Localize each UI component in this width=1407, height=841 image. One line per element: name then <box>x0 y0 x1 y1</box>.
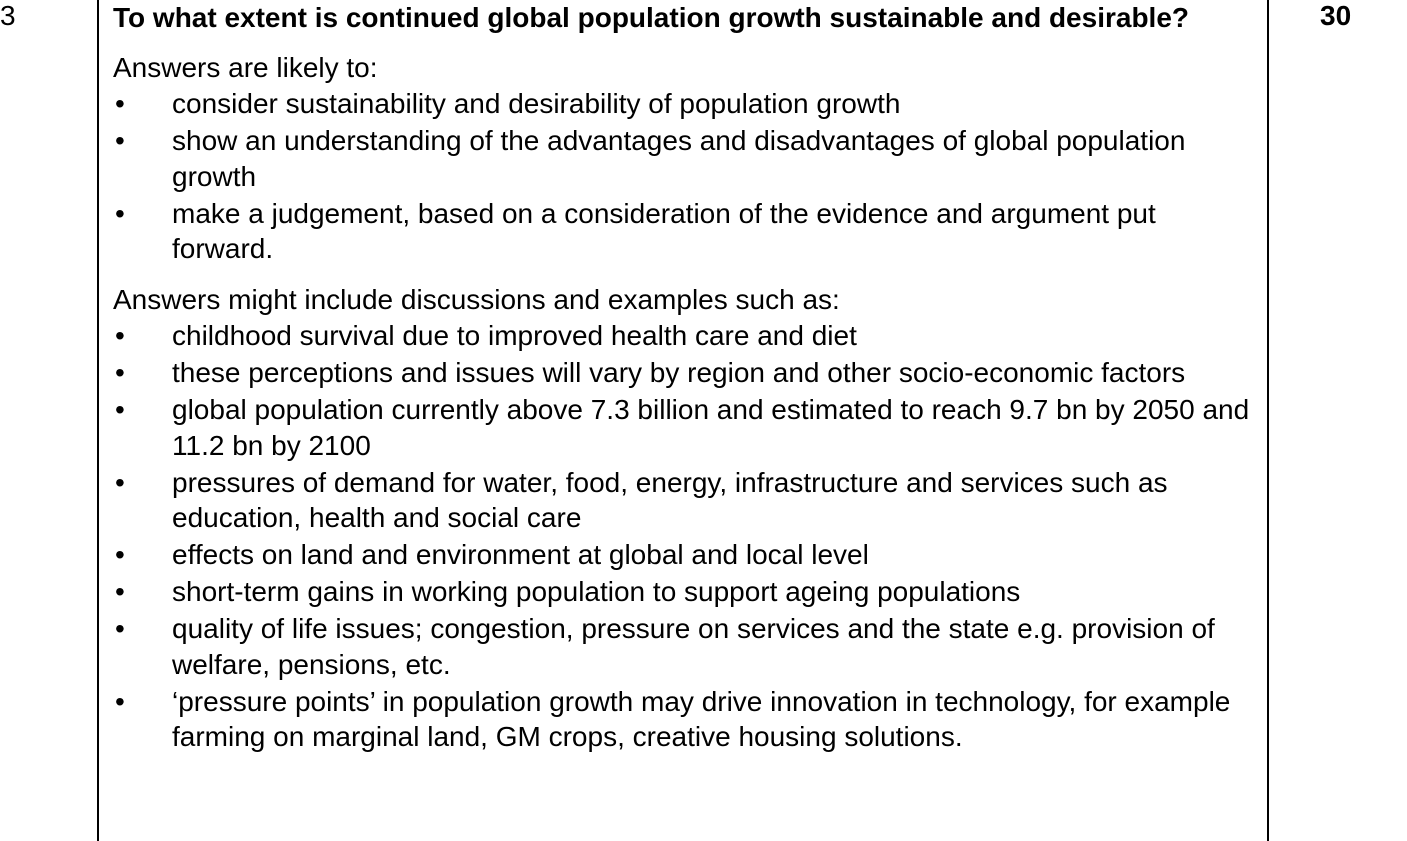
bullet-icon: • <box>115 394 125 425</box>
likely-points-list: • consider sustainability and desirabilit… <box>113 86 1253 267</box>
list-item: • childhood survival due to improved heal… <box>113 318 1253 354</box>
bullet-icon: • <box>115 125 125 156</box>
table-divider-right <box>1267 0 1269 841</box>
include-points-list: • childhood survival due to improved heal… <box>113 318 1253 755</box>
list-item: • pressures of demand for water, food, en… <box>115 466 1168 534</box>
marks-value: 30 <box>1320 0 1352 31</box>
list-item: • these perceptions and issues will vary … <box>113 355 1253 391</box>
list-item: • short-term gains in working population … <box>113 574 1253 610</box>
list-item: • consider sustainability and desirabilit… <box>113 86 1253 122</box>
table-divider-left <box>97 0 99 841</box>
bullet-icon: • <box>115 88 125 119</box>
answer-guidance: To what extent is continued global popul… <box>113 0 1253 756</box>
bullet-icon: • <box>115 685 125 717</box>
bullet-icon: • <box>115 613 125 644</box>
bullet-icon: • <box>115 320 125 351</box>
question-text: To what extent is continued global popul… <box>113 2 1190 33</box>
bullet-icon: • <box>115 357 125 388</box>
list-item: • quality of life issues; congestion, pre… <box>115 613 1215 680</box>
bullet-icon: • <box>115 539 125 570</box>
list-item: • make a judgement, based on a considerat… <box>115 197 1156 265</box>
question-number: 3 <box>0 0 16 31</box>
bullet-icon: • <box>115 576 125 607</box>
list-item: • show an understanding of the advantages… <box>115 125 1186 192</box>
include-intro: Answers might include discussions and ex… <box>113 284 840 315</box>
list-item: • effects on land and environment at glob… <box>113 537 1253 573</box>
bullet-icon: • <box>115 466 125 498</box>
list-item: • global population currently above 7.3 b… <box>115 394 1250 461</box>
bullet-icon: • <box>115 197 125 229</box>
likely-intro: Answers are likely to: <box>113 52 378 83</box>
list-item: • ‘pressure points’ in population growth … <box>115 685 1231 753</box>
